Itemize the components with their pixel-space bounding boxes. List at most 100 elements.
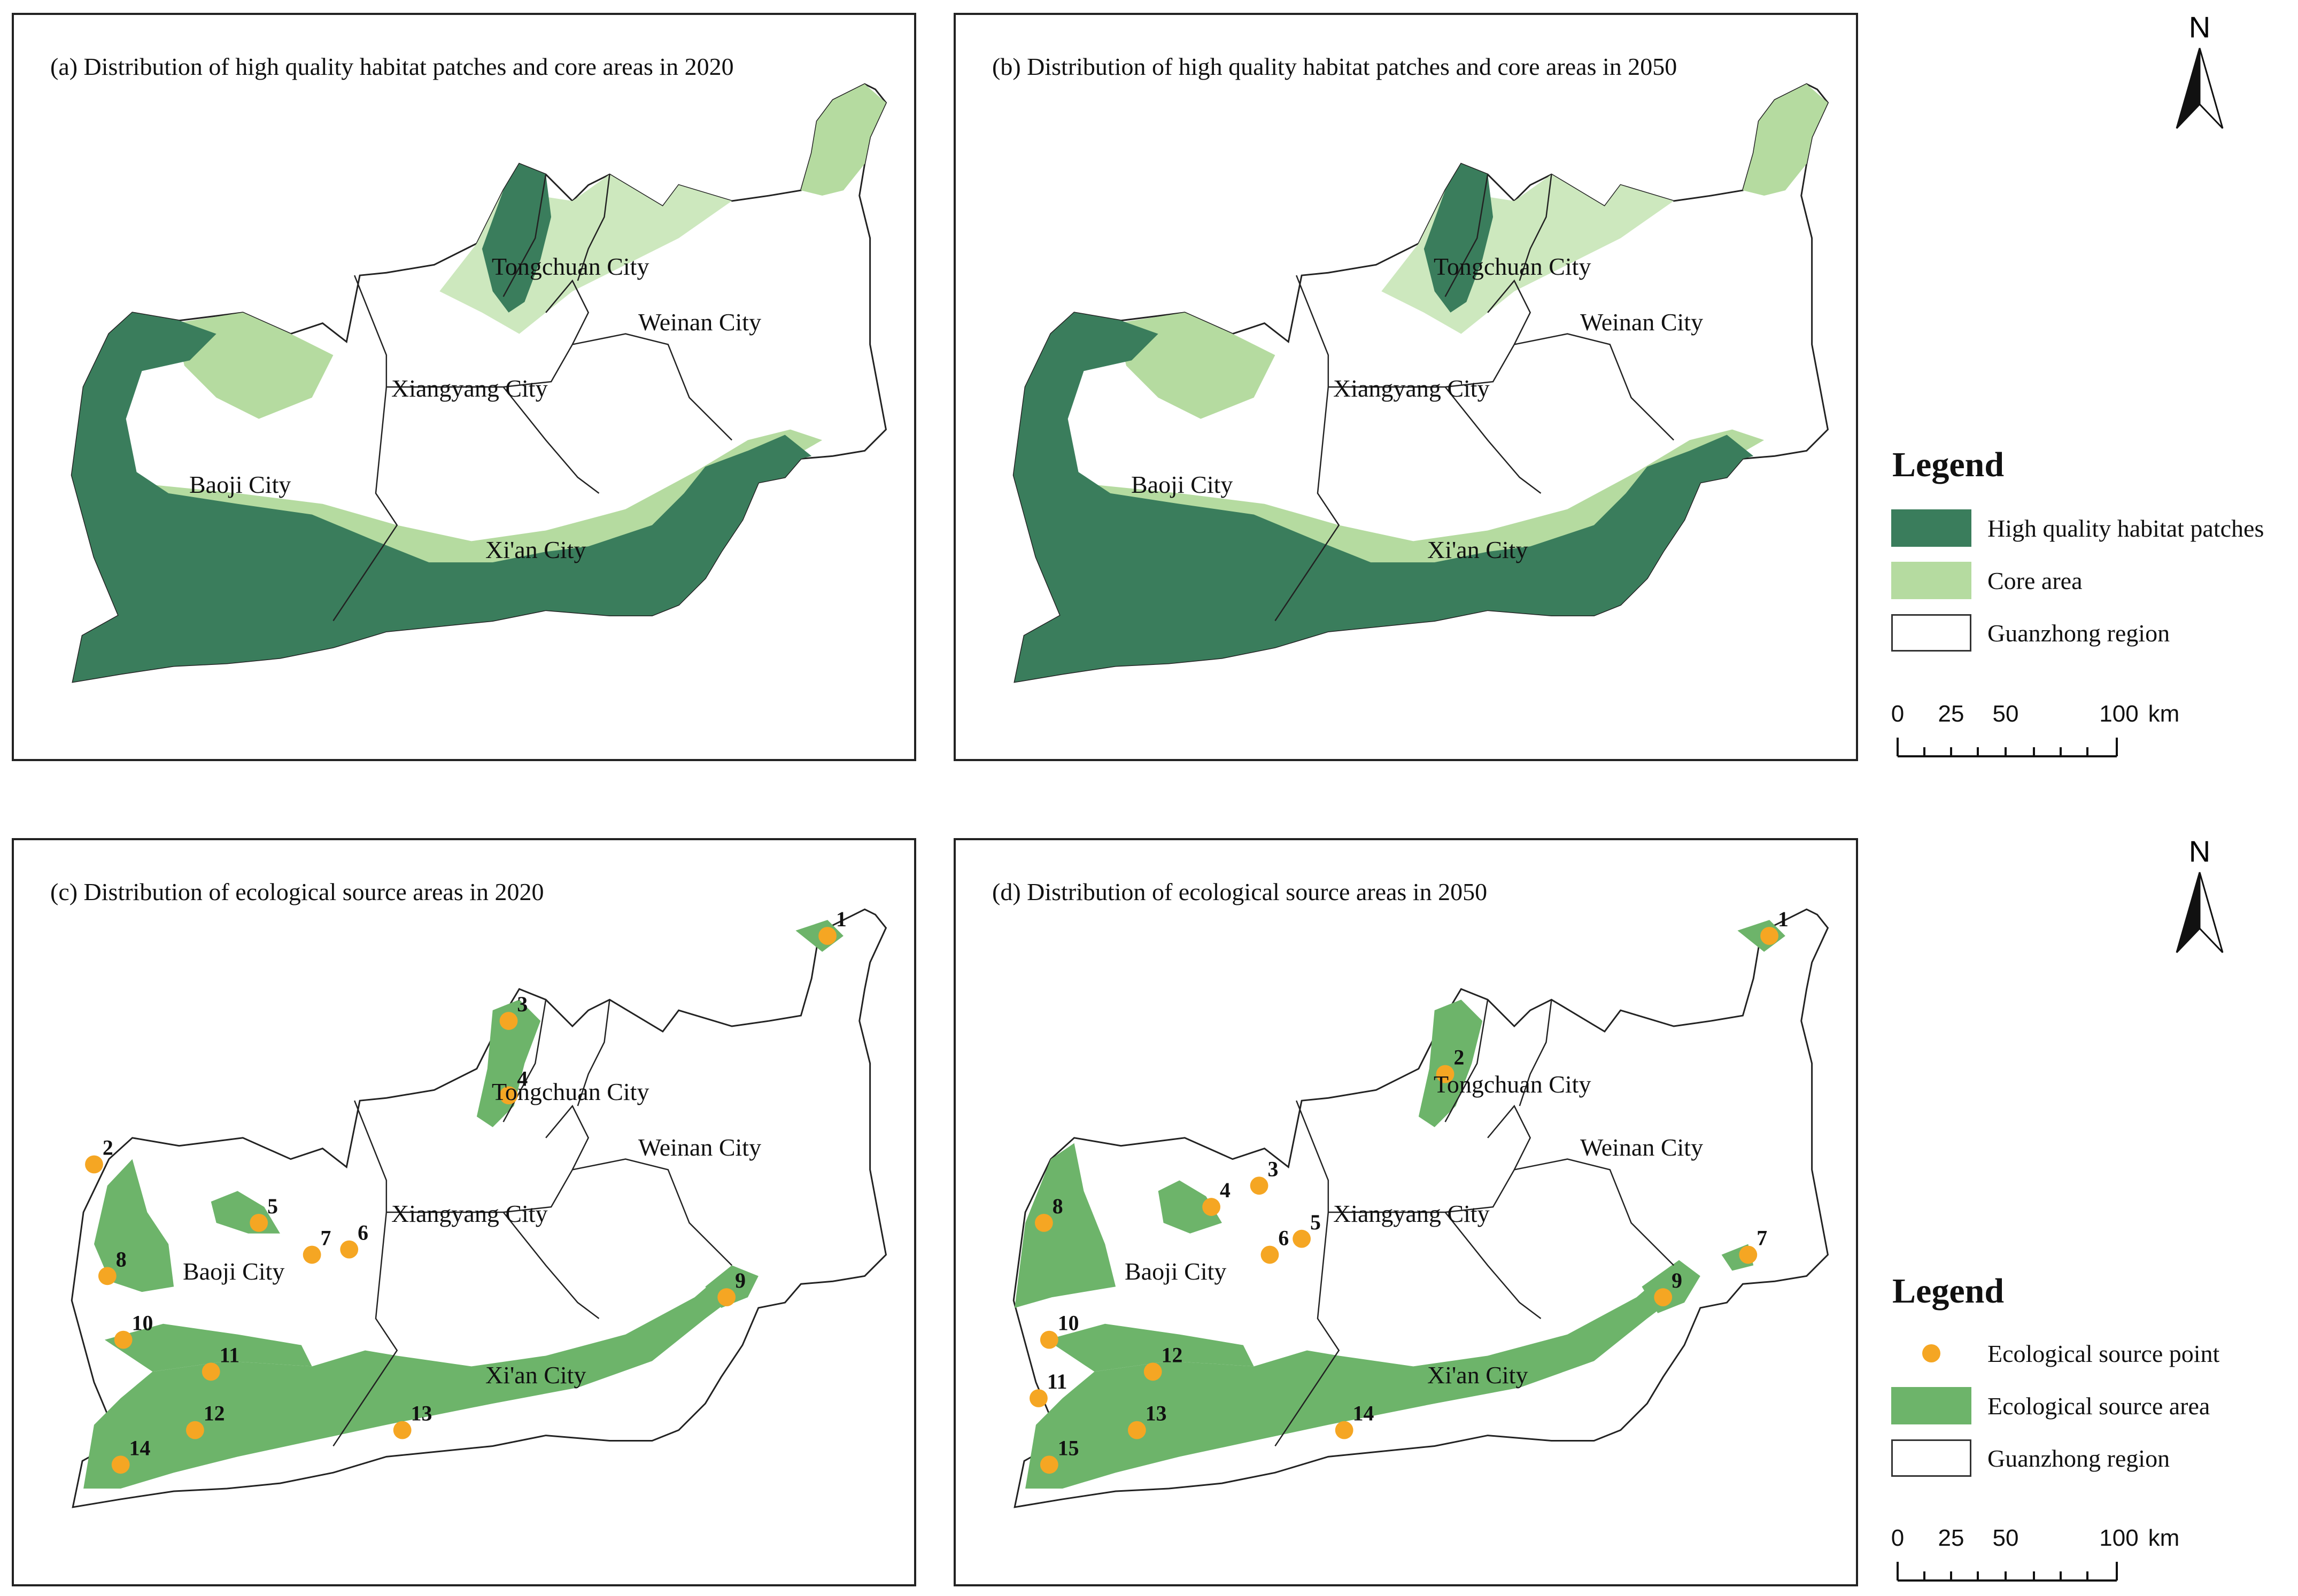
city-label-weinan: Weinan City — [638, 1134, 762, 1161]
source-point-14 — [1335, 1421, 1353, 1439]
source-point-8 — [1034, 1213, 1053, 1232]
city-label-xiangyang: Xiangyang City — [1333, 1200, 1490, 1227]
source-point-12 — [185, 1421, 204, 1439]
source-point-label-15: 15 — [1058, 1436, 1079, 1460]
city-label-baoji: Baoji City — [1131, 471, 1233, 498]
source-point-5 — [250, 1213, 268, 1232]
region-swatch — [1891, 1439, 1971, 1477]
city-label-xian: Xi'an City — [485, 1361, 586, 1389]
city-label-tongchuan: Tongchuan City — [1434, 253, 1591, 280]
city-label-xiangyang: Xiangyang City — [391, 375, 548, 402]
source-point-4 — [1202, 1198, 1220, 1216]
source-point-6 — [1260, 1245, 1279, 1264]
north-arrow-bottom: N — [2176, 835, 2224, 954]
source-point-label-6: 6 — [1278, 1227, 1289, 1250]
source-point-12 — [1143, 1362, 1162, 1381]
source-point-7 — [1739, 1245, 1758, 1264]
source-point-5 — [1293, 1229, 1311, 1248]
source-point-label-3: 3 — [517, 993, 528, 1016]
source-point-11 — [1030, 1389, 1048, 1407]
north-label: N — [2189, 11, 2210, 44]
city-label-weinan: Weinan City — [1580, 1134, 1704, 1161]
source-point-label-7: 7 — [1757, 1227, 1767, 1250]
source-point-2 — [1436, 1065, 1454, 1083]
source-point-label-8: 8 — [116, 1248, 127, 1271]
svg-text:0: 0 — [1891, 1525, 1904, 1551]
source-point-6 — [340, 1240, 359, 1259]
panel-c-title: (c) Distribution of ecological source ar… — [50, 878, 544, 905]
source-point-label-1: 1 — [836, 908, 847, 931]
source-point-15 — [1040, 1455, 1058, 1474]
svg-text:0: 0 — [1891, 701, 1904, 727]
city-label-xiangyang: Xiangyang City — [1333, 375, 1490, 402]
source-point-11 — [202, 1362, 220, 1381]
source-point-label-14: 14 — [129, 1436, 151, 1460]
region-swatch — [1891, 614, 1971, 652]
panel-b-title: (b) Distribution of high quality habitat… — [992, 53, 1677, 80]
svg-text:25: 25 — [1938, 1525, 1964, 1551]
city-label-weinan: Weinan City — [1580, 308, 1704, 336]
panel-a-title: (a) Distribution of high quality habitat… — [50, 53, 734, 80]
source-point-3 — [499, 1012, 518, 1030]
source-point-label-13: 13 — [1146, 1402, 1167, 1425]
scale-bar-top: 0 25 50 100 km — [1891, 701, 2180, 757]
source-point-13 — [393, 1421, 412, 1439]
svg-text:100: 100 — [2099, 1525, 2138, 1551]
source-point-label-11: 11 — [1047, 1370, 1067, 1393]
source-point-8 — [98, 1267, 117, 1285]
source-point-label-10: 10 — [1058, 1312, 1079, 1335]
source-point-1 — [1760, 927, 1778, 945]
svg-text:km: km — [2148, 701, 2180, 727]
legend-item-region: Guanzhong region — [1891, 1439, 2170, 1477]
source-point-label-10: 10 — [132, 1312, 153, 1335]
svg-text:100: 100 — [2099, 701, 2138, 727]
scale-bar-bottom: 0 25 50 100 km — [1891, 1525, 2180, 1582]
source-point-label-9: 9 — [735, 1269, 746, 1292]
legend-item-region: Guanzhong region — [1891, 614, 2170, 652]
map-panel-a: (a) Distribution of high quality habitat… — [12, 13, 916, 761]
city-label-xian: Xi'an City — [1427, 1361, 1528, 1389]
source-point-9 — [717, 1288, 736, 1306]
svg-text:50: 50 — [1993, 1525, 2019, 1551]
source-point-1 — [818, 927, 837, 945]
source-point-label-11: 11 — [220, 1343, 240, 1367]
source-point-label-7: 7 — [321, 1227, 331, 1250]
source-point-label-12: 12 — [204, 1402, 225, 1425]
source-point-label-4: 4 — [1220, 1179, 1231, 1202]
legend-title-top: Legend — [1892, 445, 2005, 484]
legend-item-source-point: Ecological source point — [1891, 1334, 2219, 1373]
source-point-7 — [303, 1245, 321, 1264]
city-label-xian: Xi'an City — [1427, 536, 1528, 563]
source-point-9 — [1654, 1288, 1673, 1306]
city-label-tongchuan: Tongchuan City — [492, 1078, 649, 1105]
source-point-label-12: 12 — [1162, 1343, 1183, 1367]
source-point-label-3: 3 — [1267, 1157, 1278, 1181]
city-label-baoji: Baoji City — [189, 471, 291, 498]
source-point-13 — [1127, 1421, 1146, 1439]
panel-d-title: (d) Distribution of ecological source ar… — [992, 878, 1488, 905]
legend-item-core: Core area — [1891, 561, 2083, 600]
svg-text:25: 25 — [1938, 701, 1964, 727]
source-point-10 — [1040, 1330, 1058, 1349]
map-panel-c: 1 2 3 4 5 6 7 8 9 10 11 12 13 14 (c) Distribution of … — [12, 838, 916, 1586]
source-point-4 — [499, 1086, 518, 1105]
source-point-swatch — [1891, 1335, 1971, 1372]
source-point-label-6: 6 — [358, 1221, 368, 1245]
source-point-label-5: 5 — [1310, 1211, 1321, 1234]
map-b-svg — [1012, 83, 1829, 683]
source-point-label-1: 1 — [1778, 908, 1789, 931]
source-point-2 — [85, 1155, 103, 1174]
source-point-label-9: 9 — [1672, 1269, 1682, 1292]
svg-text:km: km — [2148, 1525, 2180, 1551]
source-point-14 — [111, 1455, 130, 1474]
svg-text:50: 50 — [1993, 701, 2019, 727]
legend-title-bottom: Legend — [1892, 1272, 2005, 1311]
city-label-baoji: Baoji City — [1125, 1258, 1227, 1285]
map-panel-b: (b) Distribution of high quality habitat… — [954, 13, 1858, 761]
source-area-swatch — [1891, 1387, 1971, 1424]
north-arrow-top: N — [2176, 11, 2224, 129]
core-swatch — [1891, 562, 1971, 599]
